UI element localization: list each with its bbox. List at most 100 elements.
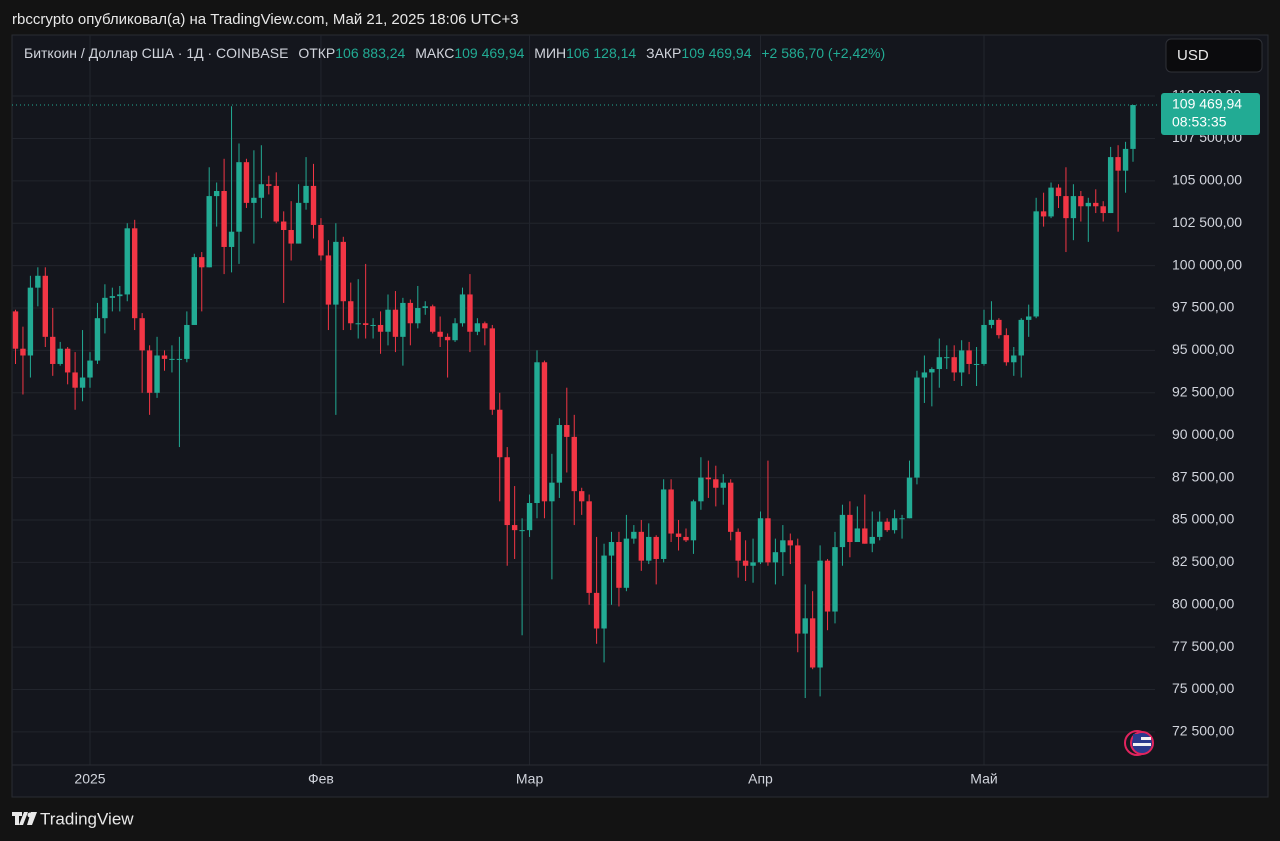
candle-body: [1107, 157, 1114, 214]
candle-body: [966, 350, 972, 364]
x-tick-label: Май: [970, 771, 997, 787]
candle-body: [616, 542, 622, 588]
candle-body: [169, 358, 175, 360]
candle-body: [221, 191, 227, 247]
grid: [12, 35, 1155, 765]
y-tick-label: 100 000,00: [1172, 256, 1242, 272]
candle-body: [370, 324, 376, 326]
currency-button[interactable]: [1165, 38, 1263, 73]
candle-body: [251, 197, 257, 203]
candle-body: [176, 358, 183, 360]
candle-body: [675, 533, 682, 537]
candle-body: [482, 323, 488, 329]
candle-body: [184, 324, 190, 359]
y-tick-label: 75 000,00: [1172, 680, 1234, 696]
y-tick-label: 72 500,00: [1172, 723, 1234, 739]
y-tick-label: 90 000,00: [1172, 426, 1234, 442]
x-tick-label: Апр: [748, 771, 773, 787]
candle-body: [27, 287, 34, 356]
currency-label[interactable]: USD: [1177, 47, 1209, 64]
candle-body: [556, 425, 563, 483]
candle-body: [586, 501, 592, 593]
candle-body: [765, 518, 771, 563]
candle-body: [295, 202, 302, 244]
candle-body: [809, 618, 816, 668]
candle-body: [467, 294, 473, 332]
y-tick-label: 92 500,00: [1172, 383, 1234, 399]
candle-body: [430, 306, 436, 332]
candle-body: [489, 328, 495, 410]
candle-body: [891, 518, 898, 531]
candle-body: [437, 331, 443, 337]
candle-body: [199, 257, 205, 268]
candle-body: [914, 377, 920, 478]
candle-body: [713, 479, 719, 488]
candle-body: [355, 323, 361, 325]
candle-body: [213, 191, 220, 197]
candle-body: [638, 531, 644, 561]
high-value: 109 469,94: [454, 45, 524, 61]
candle-body: [981, 324, 987, 364]
candle-body: [862, 528, 868, 544]
candle-body: [787, 540, 793, 546]
candle-body: [899, 518, 905, 520]
candle-body: [1063, 196, 1069, 219]
candle-body: [1078, 196, 1084, 207]
low-label: МИН: [534, 45, 566, 61]
open-label: ОТКР: [298, 45, 335, 61]
candle-body: [541, 362, 548, 502]
candle-body: [206, 196, 212, 268]
close-label: ЗАКР: [646, 45, 681, 61]
candle-body: [109, 296, 116, 298]
candle-body: [154, 355, 160, 393]
candle-body: [1100, 206, 1106, 214]
candle-body: [400, 302, 406, 337]
candle-body: [94, 318, 101, 361]
candle-body: [720, 482, 726, 488]
y-tick-label: 77 500,00: [1172, 638, 1234, 654]
candle-body: [310, 185, 317, 225]
y-tick-label: 85 000,00: [1172, 511, 1234, 527]
candle-body: [57, 348, 63, 364]
y-tick-label: 80 000,00: [1172, 595, 1234, 611]
candle-body: [1093, 202, 1099, 207]
x-tick-label: Мар: [516, 771, 544, 787]
legend-header: Биткоин / Доллар США · 1Д · COINBASE ОТК…: [24, 45, 885, 61]
candle-body: [377, 324, 384, 332]
candle-body: [742, 560, 749, 566]
candle-body: [340, 241, 346, 302]
candle-body: [847, 514, 853, 543]
candle-body: [1070, 196, 1077, 219]
candle-body: [422, 306, 428, 309]
candle-body: [653, 536, 659, 559]
last-price-label: 109 469,94: [1172, 96, 1242, 112]
candle-body: [161, 355, 168, 359]
candle-body: [832, 547, 838, 612]
candle-body: [87, 360, 93, 378]
open-value: 106 883,24: [335, 45, 405, 61]
candle-body: [273, 185, 279, 222]
y-tick-label: 87 500,00: [1172, 468, 1234, 484]
candle-body: [579, 491, 585, 502]
candle-body: [958, 350, 965, 373]
candle-body: [973, 363, 980, 365]
candle-body: [1048, 187, 1054, 217]
y-tick-label: 97 500,00: [1172, 299, 1234, 315]
candle-body: [50, 336, 56, 364]
change: +2 586,70 (+2,42%): [761, 45, 885, 61]
candle-body: [228, 231, 235, 247]
candle-body: [1130, 105, 1136, 149]
candle-body: [877, 521, 883, 537]
candle-body: [504, 457, 510, 526]
candle-body: [132, 228, 138, 319]
candle-body: [780, 540, 786, 553]
candle-body: [348, 301, 354, 324]
candle-body: [474, 323, 481, 332]
candle-body: [728, 482, 734, 532]
candles: [12, 105, 1136, 699]
brand-name: TradingView: [40, 809, 134, 828]
candle-body: [243, 162, 250, 203]
candle-body: [1055, 187, 1062, 197]
y-tick-label: 82 500,00: [1172, 553, 1234, 569]
chart-panel: [11, 34, 1269, 798]
